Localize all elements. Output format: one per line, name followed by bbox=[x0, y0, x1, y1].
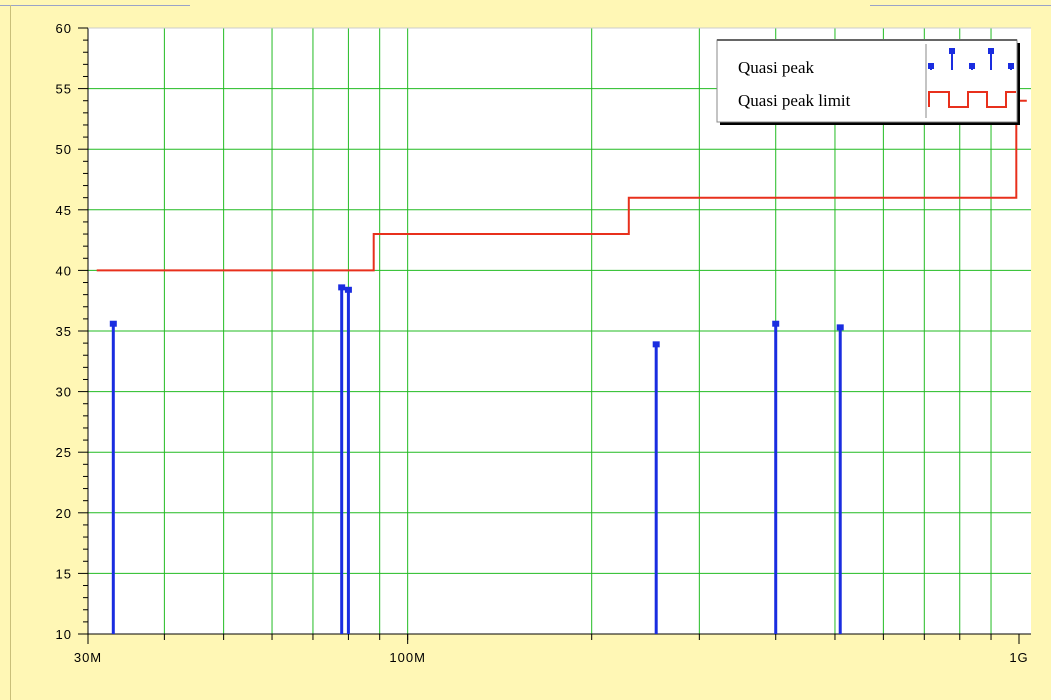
swatch-marker bbox=[949, 48, 955, 54]
quasi-peak-marker bbox=[338, 284, 346, 291]
swatch-step-line bbox=[928, 91, 1016, 108]
grid-layer bbox=[88, 27, 1031, 634]
quasi-peak-marker bbox=[836, 324, 844, 331]
y-tick-label: 30 bbox=[56, 385, 72, 400]
swatch-marker bbox=[1008, 63, 1014, 69]
y-tick-label: 60 bbox=[56, 21, 72, 36]
x-tick-label: 100M bbox=[389, 650, 426, 665]
frame-top-rule-left bbox=[0, 5, 190, 6]
y-tick-label: 15 bbox=[56, 566, 72, 581]
y-tick-label: 20 bbox=[56, 506, 72, 521]
y-tick-label: 50 bbox=[56, 142, 72, 157]
frame-left-rule bbox=[10, 5, 11, 700]
y-tick-label: 55 bbox=[56, 82, 72, 97]
quasi-peak-marker bbox=[109, 320, 117, 327]
legend: Quasi peak Quasi peak limit bbox=[716, 39, 1020, 125]
swatch-marker bbox=[988, 48, 994, 54]
y-tick-label: 45 bbox=[56, 203, 72, 218]
quasi-peak-marker bbox=[652, 341, 660, 348]
frame-top-rule-right bbox=[870, 5, 1051, 6]
legend-swatch-quasi-peak-limit bbox=[928, 91, 1016, 108]
quasi-peak-marker bbox=[772, 320, 780, 327]
x-tick-label: 30M bbox=[74, 650, 102, 665]
y-tick-label: 35 bbox=[56, 324, 72, 339]
legend-swatch-quasi-peak bbox=[928, 48, 1014, 70]
swatch-marker bbox=[969, 63, 975, 69]
y-tick-label: 40 bbox=[56, 263, 72, 278]
legend-label-quasi-peak-limit: Quasi peak limit bbox=[738, 91, 851, 110]
y-tick-label: 25 bbox=[56, 445, 72, 460]
swatch-marker bbox=[928, 63, 934, 69]
axis-layer: 10 15 20 25 30 35 40 45 50 55 60 30M 100M 1G bbox=[56, 21, 1031, 665]
x-tick-label: 1G bbox=[1009, 650, 1028, 665]
legend-label-quasi-peak: Quasi peak bbox=[738, 58, 815, 77]
quasi-peak-marker bbox=[344, 286, 352, 293]
legend-box bbox=[716, 39, 1018, 123]
y-tick-label: 10 bbox=[56, 627, 72, 642]
